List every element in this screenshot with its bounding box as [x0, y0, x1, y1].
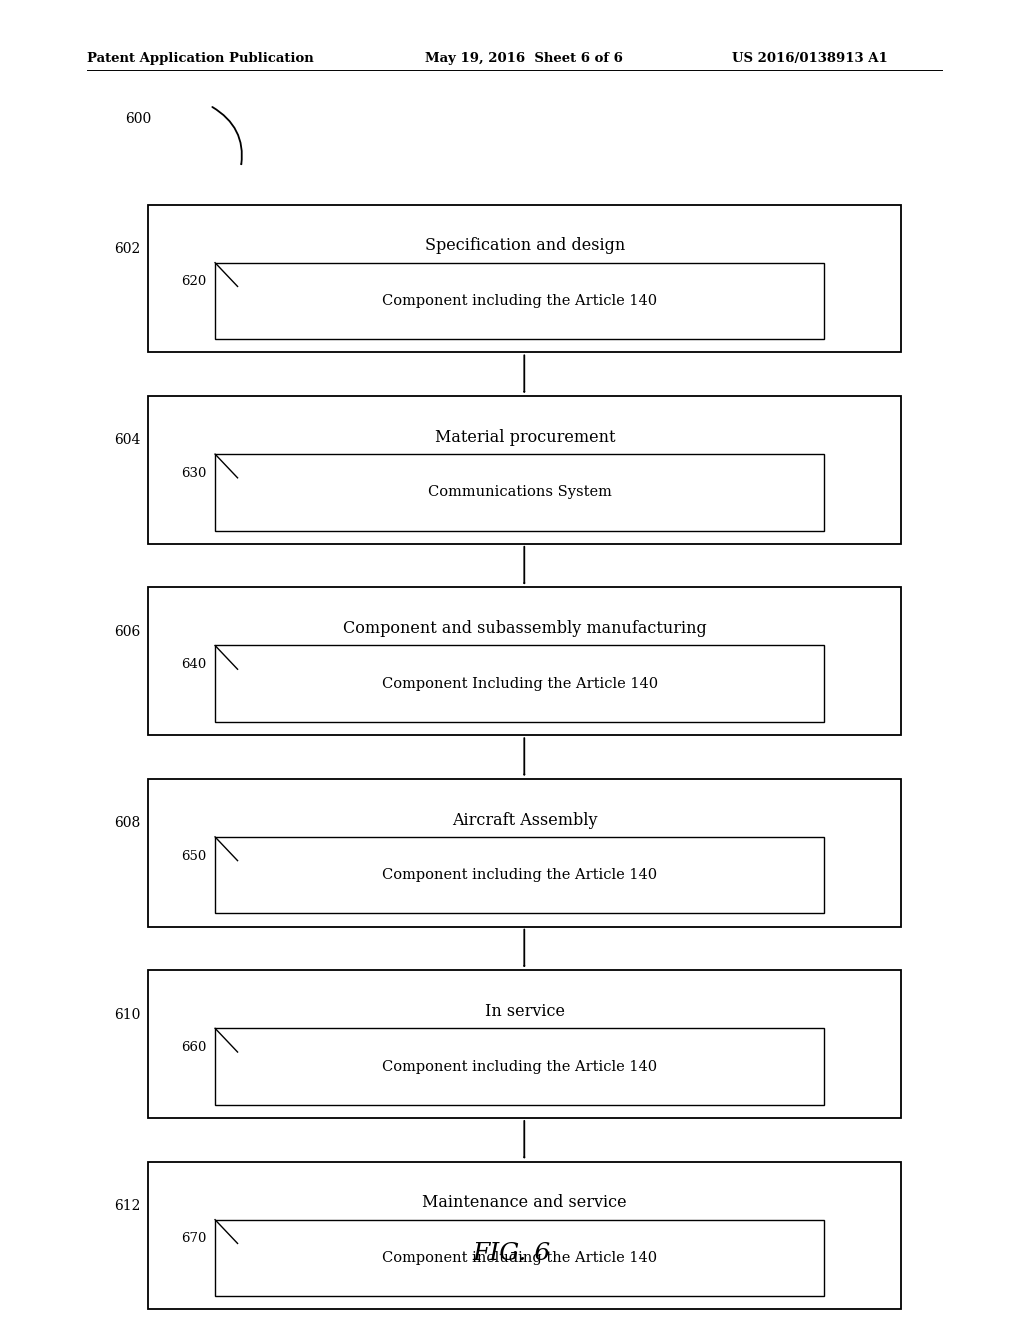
Bar: [148, 587, 901, 735]
Text: Maintenance and service: Maintenance and service: [423, 1195, 627, 1212]
Text: 606: 606: [114, 624, 140, 639]
Text: May 19, 2016  Sheet 6 of 6: May 19, 2016 Sheet 6 of 6: [425, 51, 623, 65]
Text: 612: 612: [114, 1199, 140, 1213]
Text: 640: 640: [181, 659, 207, 671]
Text: Material procurement: Material procurement: [434, 429, 615, 446]
Bar: [148, 970, 901, 1118]
Text: 608: 608: [114, 816, 140, 830]
Bar: [148, 1162, 901, 1309]
Text: 670: 670: [181, 1233, 207, 1245]
Bar: [215, 1028, 824, 1105]
Bar: [215, 263, 824, 339]
Text: Component including the Article 140: Component including the Article 140: [382, 869, 657, 882]
Text: 660: 660: [181, 1041, 207, 1053]
Text: Specification and design: Specification and design: [425, 238, 625, 255]
Bar: [215, 1220, 824, 1296]
Bar: [215, 645, 824, 722]
Text: US 2016/0138913 A1: US 2016/0138913 A1: [732, 51, 888, 65]
Bar: [148, 205, 901, 352]
Text: 600: 600: [125, 112, 152, 125]
Text: Component and subassembly manufacturing: Component and subassembly manufacturing: [343, 620, 707, 638]
Text: 604: 604: [114, 433, 140, 447]
Text: 610: 610: [114, 1007, 140, 1022]
Text: FIG. 6: FIG. 6: [473, 1242, 551, 1266]
Text: Patent Application Publication: Patent Application Publication: [87, 51, 313, 65]
Bar: [148, 396, 901, 544]
Text: Component Including the Article 140: Component Including the Article 140: [382, 677, 657, 690]
Bar: [148, 779, 901, 927]
FancyArrowPatch shape: [212, 107, 242, 164]
Text: 620: 620: [181, 276, 207, 288]
Text: In service: In service: [484, 1003, 565, 1020]
Text: Aircraft Assembly: Aircraft Assembly: [452, 812, 598, 829]
Text: 650: 650: [181, 850, 207, 862]
Text: Component including the Article 140: Component including the Article 140: [382, 1060, 657, 1073]
Text: Communications System: Communications System: [428, 486, 611, 499]
Bar: [215, 454, 824, 531]
Text: 630: 630: [181, 467, 207, 479]
Text: Component including the Article 140: Component including the Article 140: [382, 1251, 657, 1265]
Bar: [215, 837, 824, 913]
Text: Component including the Article 140: Component including the Article 140: [382, 294, 657, 308]
Text: 602: 602: [114, 242, 140, 256]
